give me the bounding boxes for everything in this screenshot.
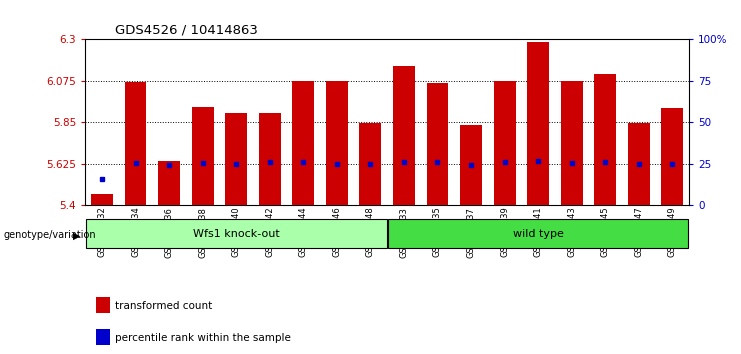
Bar — [628, 123, 650, 205]
Bar — [225, 113, 247, 205]
Bar — [326, 81, 348, 205]
Bar — [293, 80, 314, 205]
Text: GDS4526 / 10414863: GDS4526 / 10414863 — [116, 23, 259, 36]
Bar — [427, 83, 448, 205]
Bar — [359, 123, 382, 205]
Text: genotype/variation: genotype/variation — [4, 230, 96, 240]
Bar — [460, 125, 482, 205]
Bar — [561, 81, 582, 205]
Text: percentile rank within the sample: percentile rank within the sample — [115, 333, 290, 343]
Bar — [91, 194, 113, 205]
Text: ▶: ▶ — [73, 230, 80, 240]
Text: transformed count: transformed count — [115, 301, 212, 311]
Bar — [192, 107, 213, 205]
FancyBboxPatch shape — [388, 219, 688, 248]
Bar — [662, 108, 683, 205]
Text: Wfs1 knock-out: Wfs1 knock-out — [193, 229, 279, 239]
Bar — [124, 82, 147, 205]
Bar — [594, 74, 617, 205]
Bar — [494, 80, 516, 205]
FancyBboxPatch shape — [86, 219, 387, 248]
Text: wild type: wild type — [513, 229, 564, 239]
Bar — [528, 42, 549, 205]
Bar — [158, 161, 180, 205]
Bar — [259, 113, 281, 205]
Bar — [393, 66, 415, 205]
